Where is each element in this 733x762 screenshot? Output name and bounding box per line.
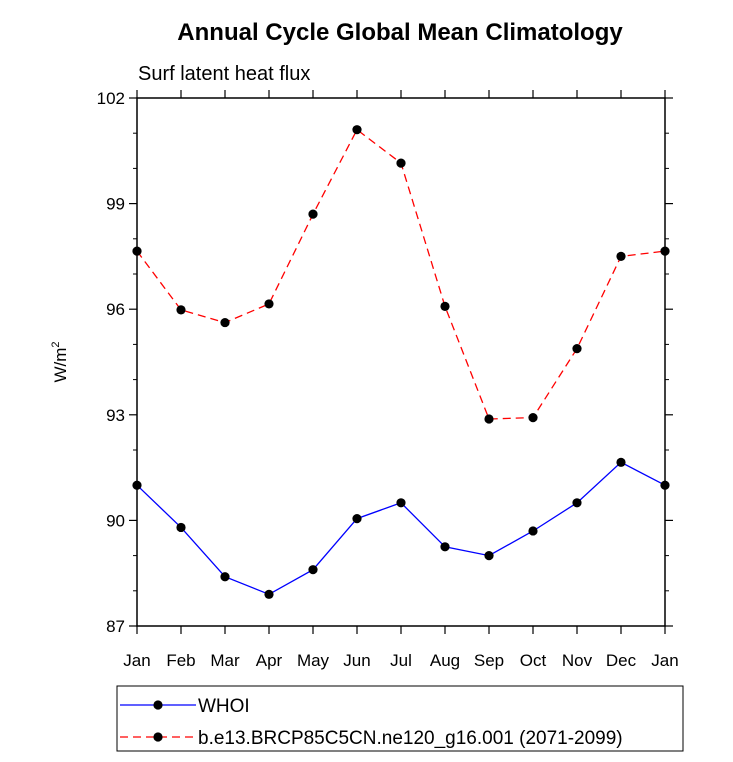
data-point: [528, 413, 538, 423]
x-tick-label: Feb: [166, 651, 195, 670]
y-axis-label-superscript: 2: [50, 341, 62, 347]
x-tick-label: Apr: [256, 651, 283, 670]
x-tick-label: Oct: [520, 651, 547, 670]
series-layer: [132, 125, 670, 599]
y-tick-label: 87: [106, 617, 125, 636]
data-point: [132, 246, 142, 256]
data-point: [220, 317, 230, 328]
data-point: [616, 251, 626, 261]
legend-label: b.e13.BRCP85C5CN.ne120_g16.001 (2071-209…: [198, 728, 623, 749]
data-point: [132, 480, 142, 490]
y-tick-label: 102: [97, 89, 125, 108]
plot-frame: [136, 97, 666, 627]
data-point: [484, 414, 494, 424]
data-point: [264, 299, 274, 309]
chart-title: Annual Cycle Global Mean Climatology: [177, 19, 623, 46]
legend-box: [116, 685, 684, 752]
data-point: [308, 565, 318, 575]
series-line: [136, 461, 666, 596]
series-line: [136, 128, 666, 420]
y-axis-label: W/m2: [50, 341, 70, 382]
data-point: [264, 589, 274, 599]
x-tick-label: Jul: [390, 651, 412, 670]
legend-marker: [153, 700, 163, 710]
axes: 87 90 93 96 99 102 Jan Feb Mar Apr May Jun Jul Aug Sep…: [97, 89, 679, 670]
x-tick-label: Jan: [123, 651, 150, 670]
legend-marker: [153, 732, 163, 742]
legend: WHOI b.e13.BRCP85C5CN.ne120_g16.001 (2071…: [120, 696, 623, 749]
y-tick-label: 93: [106, 406, 125, 425]
y-axis-label-main: W/m: [51, 348, 70, 383]
data-point: [616, 457, 626, 467]
data-point: [220, 572, 230, 582]
x-tick-label: May: [297, 651, 330, 670]
data-point: [660, 246, 670, 256]
x-tick-label: Aug: [430, 651, 460, 670]
data-point: [176, 305, 186, 315]
x-tick-label: Jun: [343, 651, 370, 670]
x-tick-label: Mar: [210, 651, 240, 670]
data-point: [440, 301, 450, 311]
data-point: [352, 125, 362, 135]
data-point: [660, 480, 670, 490]
x-tick-label: Sep: [474, 651, 504, 670]
data-point: [572, 498, 582, 508]
x-tick-label: Dec: [606, 651, 637, 670]
data-point: [528, 526, 538, 536]
x-tick-label: Nov: [562, 651, 593, 670]
data-point: [396, 158, 406, 168]
legend-label: WHOI: [198, 696, 250, 717]
data-point: [572, 344, 582, 354]
data-point: [176, 522, 186, 533]
y-tick-label: 90: [106, 511, 125, 530]
data-point: [440, 542, 450, 552]
x-tick-label: Jan: [651, 651, 678, 670]
data-point: [484, 551, 494, 561]
data-point: [396, 498, 406, 508]
y-tick-label: 96: [106, 300, 125, 319]
chart-subtitle: Surf latent heat flux: [138, 63, 310, 85]
data-point: [352, 514, 362, 524]
y-tick-label: 99: [106, 195, 125, 214]
data-point: [308, 209, 318, 219]
